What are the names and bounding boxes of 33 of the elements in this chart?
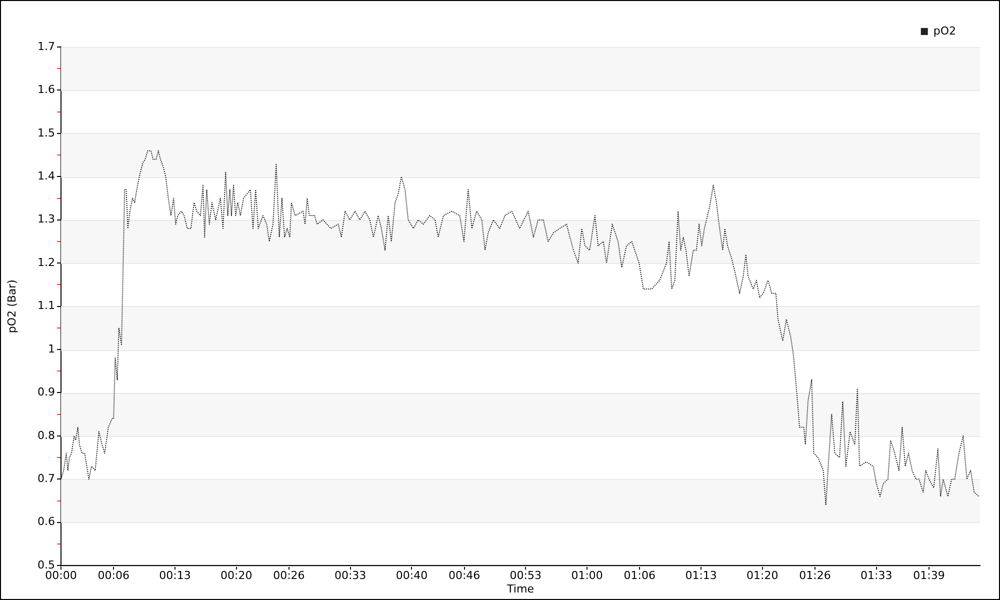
- y-tick-label: 0.8: [38, 428, 55, 442]
- line-series: [61, 150, 980, 506]
- x-tick-label: 00:40: [396, 569, 428, 582]
- x-tick-label: 00:46: [448, 569, 480, 582]
- y-tick-label: 1.1: [38, 299, 55, 312]
- x-tick-label: 00:26: [273, 569, 305, 582]
- x-tick-label: 00:33: [334, 569, 366, 582]
- x-tick-label: 01:13: [685, 569, 717, 582]
- x-tick-label: 01:26: [799, 569, 831, 582]
- y-tick-label: 1.4: [38, 170, 55, 183]
- x-axis-title: Time: [506, 582, 534, 596]
- y-tick-label: 0.9: [38, 386, 55, 399]
- x-tick-label: 01:39: [913, 569, 945, 582]
- x-tick-label: 01:00: [571, 569, 603, 582]
- y-tick-label: 0.6: [38, 515, 55, 528]
- y-tick-label: 1.3: [38, 212, 55, 226]
- y-tick-label: 0.5: [38, 558, 55, 572]
- x-tick-label: 00:00: [45, 569, 77, 582]
- y-tick-label: 0.7: [38, 472, 55, 486]
- x-tick-label: 00:53: [510, 569, 542, 582]
- x-tick-label: 01:33: [860, 569, 892, 582]
- y-tick-label: 1.5: [38, 126, 55, 140]
- y-tick-label: 1: [48, 342, 55, 356]
- x-tick-label: 01:06: [624, 569, 656, 582]
- x-tick-label: 01:20: [746, 569, 778, 582]
- y-tick-label: 1.7: [38, 40, 55, 53]
- legend-label: pO2: [933, 24, 956, 38]
- x-tick-label: 00:13: [159, 569, 191, 582]
- x-tick-label: 00:06: [98, 569, 130, 582]
- y-axis-title: pO2 (Bar): [5, 280, 18, 334]
- y-tick-label: 1.6: [38, 83, 55, 96]
- x-tick-label: 00:20: [220, 569, 252, 582]
- y-tick-label: 1.2: [38, 256, 55, 269]
